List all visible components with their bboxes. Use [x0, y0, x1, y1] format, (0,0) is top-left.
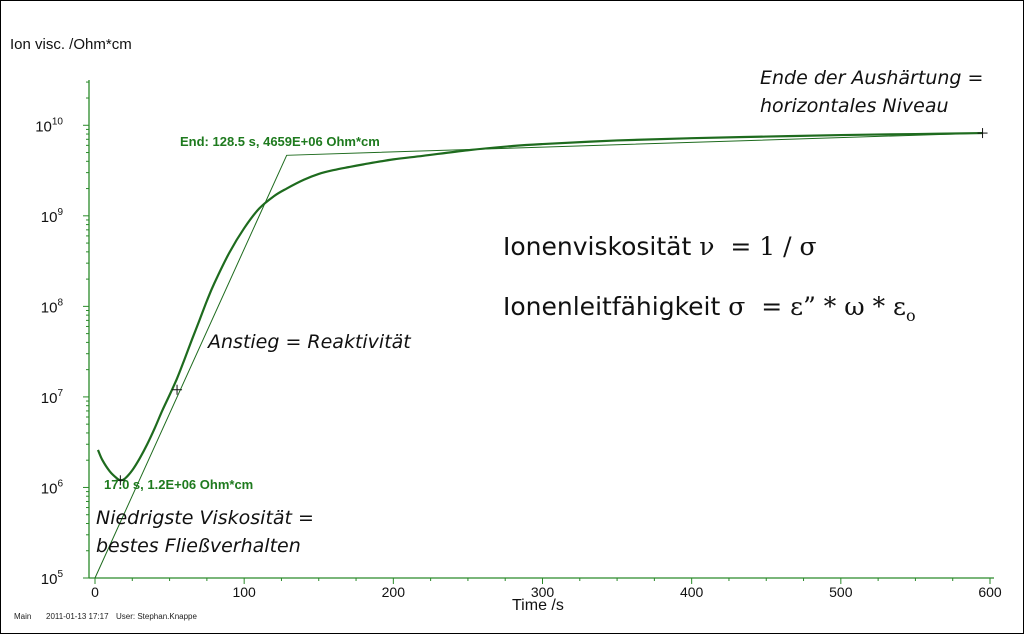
formula2-rest: = ε” * ω * ε	[745, 292, 906, 321]
x-tick-label: 500	[829, 584, 853, 600]
end-cure-line2: horizontales Niveau	[760, 95, 949, 117]
footer-user: User: Stephan.Knappe	[116, 612, 197, 621]
x-tick-label: 600	[978, 584, 1002, 600]
y-tick-label: 106	[41, 478, 64, 497]
min-value-annotation: 17.0 s, 1.2E+06 Ohm*cm	[104, 477, 254, 492]
y-tick-label: 1010	[35, 116, 63, 135]
lowest-viscosity-annotation: Niedrigste Viskosität = bestes Fließverh…	[96, 504, 314, 560]
x-tick-label: 400	[680, 584, 704, 600]
footer-datetime: 2011-01-13 17:17	[46, 612, 109, 621]
tangent-line	[94, 132, 983, 579]
y-tick-label: 108	[41, 297, 64, 316]
x-tick-label: 200	[382, 584, 406, 600]
x-tick-label: 300	[531, 584, 555, 600]
sigma-symbol: σ	[728, 292, 746, 321]
data-marker	[172, 384, 183, 395]
end-cure-line1: Ende der Aushärtung =	[760, 67, 984, 89]
lowest-line2: bestes Fließverhalten	[96, 535, 301, 557]
x-tick-label: 0	[91, 584, 99, 600]
footer-main: Main	[14, 612, 32, 621]
formula2-subscript: o	[906, 306, 916, 325]
y-tick-label: 107	[41, 388, 64, 407]
lowest-line1: Niedrigste Viskosität =	[96, 507, 314, 529]
end-value-annotation: End: 128.5 s, 4659E+06 Ohm*cm	[180, 134, 380, 149]
formula1-text: Ionenviskosität	[503, 232, 692, 261]
slope-annotation: Anstieg = Reaktivität	[208, 331, 411, 353]
formula-ion-viscosity: Ionenviskosität ν = 1 / σ	[503, 232, 817, 261]
data-marker	[977, 128, 988, 139]
data-marker	[115, 475, 126, 486]
ion-viscosity-curve	[96, 131, 983, 482]
y-tick-label: 105	[41, 569, 64, 588]
nu-symbol: ν	[699, 232, 715, 261]
formula1-rest: = 1 / σ	[714, 232, 817, 261]
x-tick-label: 100	[232, 584, 256, 600]
y-axis-label: Ion visc. /Ohm*cm	[10, 36, 132, 53]
end-cure-annotation: Ende der Aushärtung = horizontales Nivea…	[760, 64, 983, 120]
x-axis-label: Time /s	[512, 597, 564, 614]
formula2-text: Ionenleitfähigkeit	[503, 292, 721, 321]
y-tick-label: 109	[41, 207, 64, 226]
formula-ion-conductivity: Ionenleitfähigkeit σ = ε” * ω * εo	[503, 292, 916, 325]
